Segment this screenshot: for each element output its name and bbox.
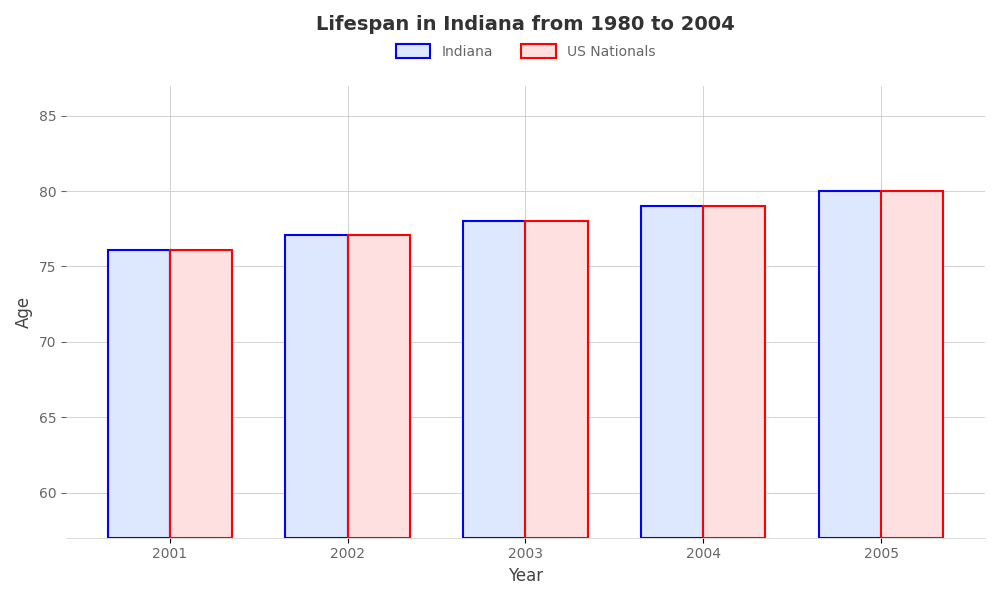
X-axis label: Year: Year bbox=[508, 567, 543, 585]
Bar bbox=[641, 206, 703, 538]
Bar bbox=[463, 221, 525, 538]
Title: Lifespan in Indiana from 1980 to 2004: Lifespan in Indiana from 1980 to 2004 bbox=[316, 15, 735, 34]
Bar bbox=[170, 250, 232, 538]
Bar bbox=[703, 206, 765, 538]
Bar bbox=[108, 250, 170, 538]
Bar bbox=[525, 221, 588, 538]
Legend: Indiana, US Nationals: Indiana, US Nationals bbox=[390, 38, 661, 64]
Y-axis label: Age: Age bbox=[15, 296, 33, 328]
Bar bbox=[285, 235, 348, 538]
Bar bbox=[881, 191, 943, 538]
Bar bbox=[348, 235, 410, 538]
Bar bbox=[819, 191, 881, 538]
